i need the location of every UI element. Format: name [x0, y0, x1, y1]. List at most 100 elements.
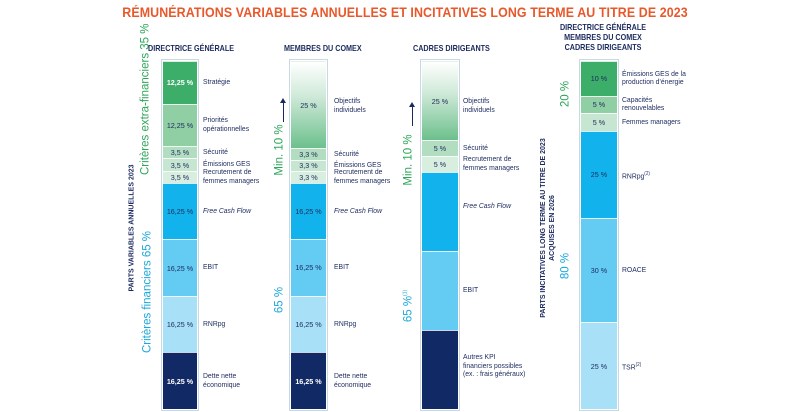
segment-value: 12,25 %	[166, 120, 194, 130]
segment-value: 3,5 %	[170, 172, 190, 182]
segment-label: ROACE	[622, 265, 646, 275]
segment-label-line: économique	[334, 379, 372, 389]
segment-label: Émissions GES	[203, 160, 250, 169]
segment-label-line: Objectifs	[334, 96, 361, 105]
segment-label: Dette nette économique	[334, 371, 372, 389]
segment-value: 16,25 %	[166, 207, 194, 217]
segment-label-line: femmes managers	[463, 162, 520, 172]
column-header-cadres: CADRES DIRIGEANTS	[413, 44, 490, 53]
segment-label-line: RNRpg(2)	[622, 170, 650, 181]
segment-label: Stratégie	[203, 77, 230, 87]
bar-segment: 10 %	[581, 61, 617, 96]
group-label-min10-cadres: Min. 10 %	[402, 134, 415, 186]
column-header-line: MEMBRES DU COMEX	[564, 33, 642, 42]
segment-label-line: Capacités	[622, 94, 653, 104]
column-header-long-term: DIRECTRICE GÉNÉRALE MEMBRES DU COMEX CAD…	[555, 23, 652, 53]
segment-value: 25 %	[300, 100, 317, 110]
segment-value: 3,3 %	[299, 172, 318, 182]
segment-label: Capacités renouvelables	[622, 94, 665, 113]
group-label-financial: Critères financiers 65 %	[141, 230, 154, 354]
segment-label: Sécurité	[463, 143, 488, 153]
bar-segment: 12,25 %	[163, 61, 197, 104]
segment-label-line: Free Cash Flow	[463, 200, 511, 210]
segment-label-line: Recrutement de	[463, 154, 512, 164]
segment-label-line: femmes managers	[334, 175, 391, 185]
bar-segment: 3,3 %	[291, 159, 326, 172]
bar-segment	[422, 250, 458, 330]
segment-label-line: Émissions GES de la	[622, 68, 686, 78]
column-header-line: DIRECTRICE GÉNÉRALE	[559, 23, 647, 32]
bar-segment	[422, 171, 458, 251]
bar-frame	[289, 59, 328, 411]
bar-segment: 25 %	[291, 61, 326, 149]
segment-label: Autres KPI financiers possibles (ex. : fra…	[463, 353, 525, 379]
segment-label-line: EBIT	[463, 285, 479, 295]
segment-label: Sécurité	[334, 149, 359, 159]
segment-label: Émissions GES de la production d’énergie	[622, 68, 686, 87]
segment-label: Objectifs individuels	[463, 96, 495, 114]
group-label-80: 80 %	[559, 252, 572, 280]
segment-value: 3,5 %	[170, 148, 190, 158]
segment-label: Femmes managers	[622, 116, 681, 127]
segment-value: 25 %	[590, 170, 608, 180]
segment-label-line: femmes managers	[203, 175, 260, 185]
segment-value: 16,25 %	[295, 206, 322, 216]
arrow-line	[283, 102, 284, 122]
bar-frame	[579, 59, 619, 411]
segment-value: 25 %	[431, 96, 449, 106]
segment-label-line: renouvelables	[622, 103, 665, 113]
segment-label-line: Free Cash Flow	[203, 205, 251, 215]
bar-segment: 25 %	[581, 130, 617, 218]
segment-value: 10 %	[590, 74, 608, 84]
segment-label: EBIT	[203, 263, 218, 272]
segment-label: EBIT	[334, 263, 349, 272]
bar-segment: 3,5 %	[163, 146, 197, 159]
segment-label-line: opérationnelles	[203, 123, 250, 133]
segment-label: Free Cash Flow	[203, 205, 251, 216]
side-label-line: PARTS INCITATIVES LONG TERME AU TITRE DE…	[540, 138, 547, 318]
segment-label-line: RNRpg	[334, 318, 357, 328]
segment-label-line: économique	[203, 379, 241, 389]
bar-segment: 16,25 %	[163, 295, 197, 353]
segment-label: Sécurité	[203, 147, 228, 157]
bar-segment: 3,3 %	[291, 148, 326, 160]
segment-label: Recrutement de femmes managers	[203, 168, 259, 185]
bar-segment: 25 %	[581, 322, 617, 409]
segment-value: 25 %	[590, 361, 608, 371]
bar-segment: 16,25 %	[291, 352, 326, 409]
page-title: RÉMUNÉRATIONS VARIABLES ANNUELLES ET INC…	[122, 5, 688, 20]
group-label-65-cadres: 65 %(1)	[402, 290, 415, 323]
group-label-extra-financial: Critères extra-financiers 35 %	[139, 23, 152, 175]
bar-frame	[161, 59, 199, 411]
group-label-min10-comex: Min. 10 %	[273, 124, 286, 176]
segment-value: 16,25 %	[166, 320, 194, 330]
column-header-comex: MEMBRES DU COMEX	[284, 44, 362, 53]
segment-label-line: EBIT	[203, 262, 219, 272]
segment-label-line: EBIT	[334, 262, 350, 272]
segment-label-line: (ex. : frais généraux)	[463, 369, 526, 379]
bar-segment: 16,25 %	[163, 352, 197, 409]
segment-label-line: Priorités	[203, 115, 228, 125]
side-label-line: ACQUISES EN 2026	[549, 195, 556, 261]
bar-segment: 16,25 %	[291, 295, 326, 353]
bar-segment: 16,25 %	[163, 239, 197, 296]
group-label-65-value: 65 %	[402, 295, 415, 323]
bar-segment: 25 %	[422, 61, 458, 141]
segment-label-line: individuels	[334, 104, 366, 114]
segment-value: 5 %	[592, 100, 606, 110]
segment-value: 30 %	[590, 265, 608, 275]
segment-label-line: Autres KPI	[463, 352, 496, 362]
bar-segment: 3,5 %	[163, 158, 197, 171]
segment-label-line: financiers possibles	[463, 360, 523, 370]
segment-label-line: Dette nette	[203, 371, 237, 381]
bar-segment: 12,25 %	[163, 103, 197, 147]
arrow-line	[412, 106, 413, 126]
segment-label-line: Femmes managers	[622, 116, 681, 126]
segment-label-line: Objectifs	[463, 96, 490, 105]
segment-label: Priorités opérationnelles	[203, 116, 249, 133]
segment-label: Free Cash Flow	[463, 200, 511, 211]
segment-value: 12,25 %	[166, 78, 194, 88]
bar-frame	[420, 59, 460, 411]
segment-label: Recrutement de femmes managers	[463, 155, 519, 172]
arrow-up-icon	[409, 102, 415, 107]
